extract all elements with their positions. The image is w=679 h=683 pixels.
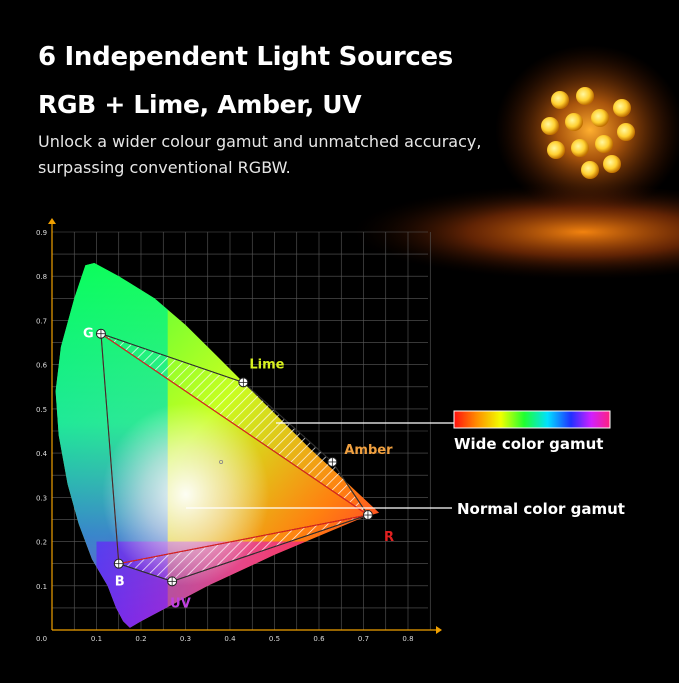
y-tick-label: 0.9 bbox=[36, 229, 47, 237]
description-line-2: surpassing conventional RGBW. bbox=[38, 158, 291, 177]
x-tick-labels: 0.0 0.1 0.2 0.3 0.4 0.5 0.6 0.7 0.8 bbox=[36, 635, 414, 643]
y-tick-label: 0.3 bbox=[36, 494, 47, 502]
y-tick-label: 0.2 bbox=[36, 539, 47, 547]
wide-gamut-color-bar bbox=[453, 410, 611, 429]
horseshoe-shading bbox=[55, 263, 380, 628]
gamut-points: G Lime Amber R B UV bbox=[83, 327, 394, 612]
led-bulb bbox=[551, 91, 569, 109]
x-tick-label: 0.2 bbox=[135, 635, 146, 643]
x-axis-arrow bbox=[436, 626, 442, 634]
led-bulb bbox=[571, 139, 589, 157]
wide-gamut-label: Wide color gamut bbox=[454, 435, 603, 453]
led-bulb bbox=[565, 113, 583, 131]
white-point bbox=[219, 459, 224, 464]
x-tick-label: 0.7 bbox=[358, 635, 369, 643]
gamut-point-lime: Lime bbox=[238, 357, 285, 388]
headline-subtitle: RGB + Lime, Amber, UV bbox=[38, 90, 362, 119]
x-tick-label: 0.8 bbox=[402, 635, 413, 643]
normal-gamut-label: Normal color gamut bbox=[457, 500, 625, 518]
gamut-point-uv: UV bbox=[167, 576, 191, 611]
led-bulb bbox=[603, 155, 621, 173]
y-tick-label: 0.8 bbox=[36, 273, 47, 281]
point-label: UV bbox=[170, 596, 191, 611]
point-label: G bbox=[83, 327, 94, 342]
gamut-point-b: B bbox=[113, 558, 125, 590]
led-cluster bbox=[541, 87, 635, 179]
y-tick-label: 0.4 bbox=[36, 450, 48, 458]
fixture-glow bbox=[495, 45, 679, 215]
x-tick-label: 0.3 bbox=[180, 635, 191, 643]
headline-title: 6 Independent Light Sources bbox=[38, 42, 453, 72]
y-tick-label: 0.7 bbox=[36, 317, 47, 325]
point-label: Amber bbox=[344, 443, 393, 458]
led-bulb bbox=[617, 123, 635, 141]
point-label: Lime bbox=[249, 357, 284, 372]
x-tick-label: 0.6 bbox=[313, 635, 325, 643]
led-bulb bbox=[576, 87, 594, 105]
gamut-point-r: R bbox=[362, 510, 394, 545]
chart-axes bbox=[48, 218, 442, 634]
legend: Wide color gamut Normal color gamut bbox=[186, 410, 625, 518]
gamut-point-g: G bbox=[83, 327, 106, 342]
description-line-1: Unlock a wider colour gamut and unmatche… bbox=[38, 132, 482, 151]
y-axis-arrow bbox=[48, 218, 56, 224]
led-bulb bbox=[591, 109, 609, 127]
y-tick-label: 0.5 bbox=[36, 406, 47, 414]
led-bulb bbox=[613, 99, 631, 117]
x-tick-label: 0.0 bbox=[36, 635, 47, 643]
led-bulb bbox=[595, 135, 613, 153]
y-tick-labels: 0.1 0.2 0.3 0.4 0.5 0.6 0.7 0.8 0.9 bbox=[36, 229, 48, 591]
y-tick-label: 0.6 bbox=[36, 362, 48, 370]
x-tick-label: 0.4 bbox=[224, 635, 236, 643]
led-bulb bbox=[581, 161, 599, 179]
y-tick-label: 0.1 bbox=[36, 583, 47, 591]
x-tick-label: 0.1 bbox=[91, 635, 102, 643]
led-bulb bbox=[541, 117, 559, 135]
point-label: R bbox=[384, 530, 394, 545]
gamut-point-amber: Amber bbox=[327, 443, 393, 467]
point-label: B bbox=[115, 575, 125, 590]
x-tick-label: 0.5 bbox=[269, 635, 280, 643]
led-bulb bbox=[547, 141, 565, 159]
cie-horseshoe bbox=[55, 263, 380, 628]
